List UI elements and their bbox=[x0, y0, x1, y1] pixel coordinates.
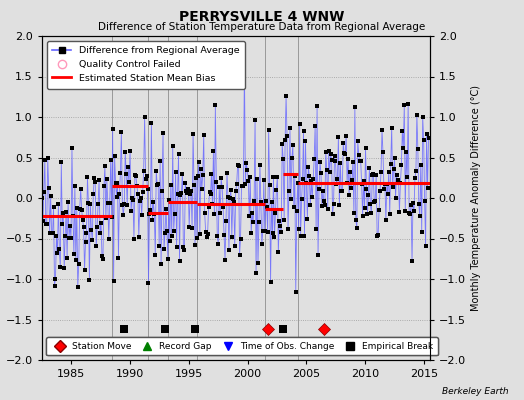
Text: Difference of Station Temperature Data from Regional Average: Difference of Station Temperature Data f… bbox=[99, 22, 425, 32]
Text: Berkeley Earth: Berkeley Earth bbox=[442, 387, 508, 396]
Y-axis label: Monthly Temperature Anomaly Difference (°C): Monthly Temperature Anomaly Difference (… bbox=[472, 85, 482, 311]
Legend: Station Move, Record Gap, Time of Obs. Change, Empirical Break: Station Move, Record Gap, Time of Obs. C… bbox=[47, 338, 438, 356]
Text: PERRYSVILLE 4 WNW: PERRYSVILLE 4 WNW bbox=[179, 10, 345, 24]
